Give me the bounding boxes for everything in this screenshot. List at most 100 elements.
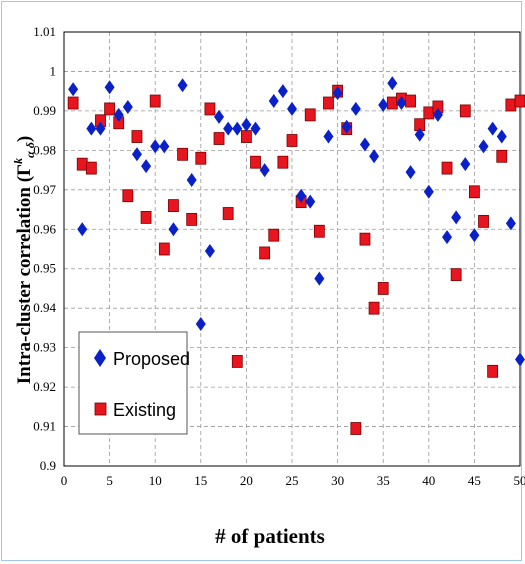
- y-tick-label: 0.91: [33, 419, 56, 434]
- existing-point: [277, 155, 289, 169]
- proposed-point: [460, 157, 471, 172]
- existing-point: [496, 149, 508, 163]
- existing-point: [405, 94, 416, 108]
- existing-point: [231, 355, 243, 368]
- proposed-point: [77, 222, 88, 237]
- existing-point: [313, 224, 325, 238]
- proposed-point: [332, 86, 343, 101]
- legend-box: [78, 331, 188, 435]
- proposed-point: [131, 147, 142, 162]
- x-tick-label: 0: [61, 473, 68, 488]
- existing-point: [386, 96, 398, 110]
- proposed-point: [250, 121, 261, 136]
- legend-existing-marker: [94, 402, 107, 416]
- existing-point: [177, 147, 188, 161]
- data-points: [67, 76, 525, 435]
- existing-point: [323, 96, 334, 110]
- y-tick-label: 0.95: [33, 261, 56, 276]
- proposed-point: [515, 352, 525, 367]
- proposed-point: [177, 78, 188, 93]
- proposed-point: [186, 172, 197, 187]
- existing-point: [222, 207, 234, 220]
- x-tick-label: 5: [106, 473, 113, 488]
- proposed-point: [95, 121, 106, 136]
- x-tick-label: 10: [149, 473, 162, 488]
- existing-point: [85, 161, 97, 175]
- existing-point: [186, 213, 198, 226]
- proposed-point: [359, 137, 370, 152]
- legend-proposed-label: Proposed: [113, 349, 190, 369]
- proposed-point: [113, 107, 124, 122]
- proposed-point: [214, 109, 225, 124]
- proposed-point: [104, 80, 115, 95]
- x-tick-label: 50: [514, 473, 525, 488]
- x-tick-label: 15: [194, 473, 207, 488]
- y-axis-label-main: Intra-cluster correlation (Γ: [14, 164, 35, 384]
- existing-point: [359, 232, 371, 246]
- existing-point: [505, 98, 517, 112]
- existing-point: [377, 282, 389, 295]
- proposed-point: [414, 127, 425, 142]
- existing-point: [468, 185, 480, 199]
- legend: Proposed Existing: [78, 331, 190, 435]
- existing-point: [478, 214, 489, 228]
- proposed-point: [305, 194, 316, 209]
- proposed-point: [287, 101, 297, 116]
- existing-point: [213, 132, 225, 145]
- x-axis-ticks: 0 5 10 15 20 25 30 35 40 45 50: [61, 473, 525, 488]
- existing-point: [368, 301, 380, 315]
- y-tick-label: 0.99: [33, 103, 56, 118]
- existing-point: [268, 228, 280, 242]
- proposed-point: [141, 159, 152, 174]
- plot-area: [63, 31, 521, 467]
- existing-point: [204, 102, 216, 116]
- proposed-point: [423, 184, 434, 199]
- y-axis-ticks: 0.9 0.91 0.92 0.93 0.94 0.95 0.96 0.97 0.98 0.99 1…: [33, 24, 56, 473]
- y-axis-label-close: ): [14, 136, 35, 142]
- legend-proposed-marker: [94, 349, 106, 367]
- existing-point: [158, 242, 170, 256]
- y-tick-label: 0.92: [33, 379, 56, 394]
- existing-point: [250, 155, 261, 169]
- existing-point: [104, 102, 115, 116]
- existing-point: [441, 161, 453, 175]
- y-tick-label: 0.9: [40, 458, 56, 473]
- existing-point: [259, 246, 271, 260]
- proposed-point: [296, 188, 307, 203]
- proposed-point: [259, 163, 270, 178]
- x-tick-label: 20: [240, 473, 253, 488]
- proposed-point: [268, 94, 279, 109]
- x-tick-label: 40: [422, 473, 435, 488]
- proposed-point: [432, 107, 443, 122]
- existing-point: [487, 364, 499, 378]
- y-tick-label: 0.94: [33, 300, 56, 315]
- proposed-point: [369, 149, 380, 164]
- existing-point: [131, 130, 143, 143]
- existing-point: [122, 189, 134, 203]
- existing-point: [450, 268, 462, 282]
- proposed-point: [168, 222, 179, 237]
- proposed-point: [159, 139, 170, 154]
- proposed-point: [442, 230, 453, 245]
- existing-point: [195, 151, 207, 165]
- existing-point: [240, 130, 252, 143]
- proposed-point: [387, 76, 398, 91]
- proposed-point: [122, 99, 133, 114]
- x-tick-label: 45: [468, 473, 481, 488]
- y-tick-label: 1: [50, 63, 57, 78]
- proposed-point: [350, 101, 361, 116]
- existing-point: [149, 94, 161, 108]
- proposed-point: [195, 316, 206, 331]
- proposed-point: [405, 165, 416, 180]
- existing-point: [168, 199, 179, 213]
- y-axis-label-sub: α δ: [23, 142, 37, 158]
- proposed-point: [323, 129, 334, 144]
- proposed-point: [341, 119, 352, 134]
- proposed-point: [451, 210, 462, 225]
- proposed-point: [496, 129, 507, 144]
- proposed-point: [68, 82, 79, 97]
- proposed-point: [277, 84, 288, 99]
- existing-point: [286, 134, 298, 147]
